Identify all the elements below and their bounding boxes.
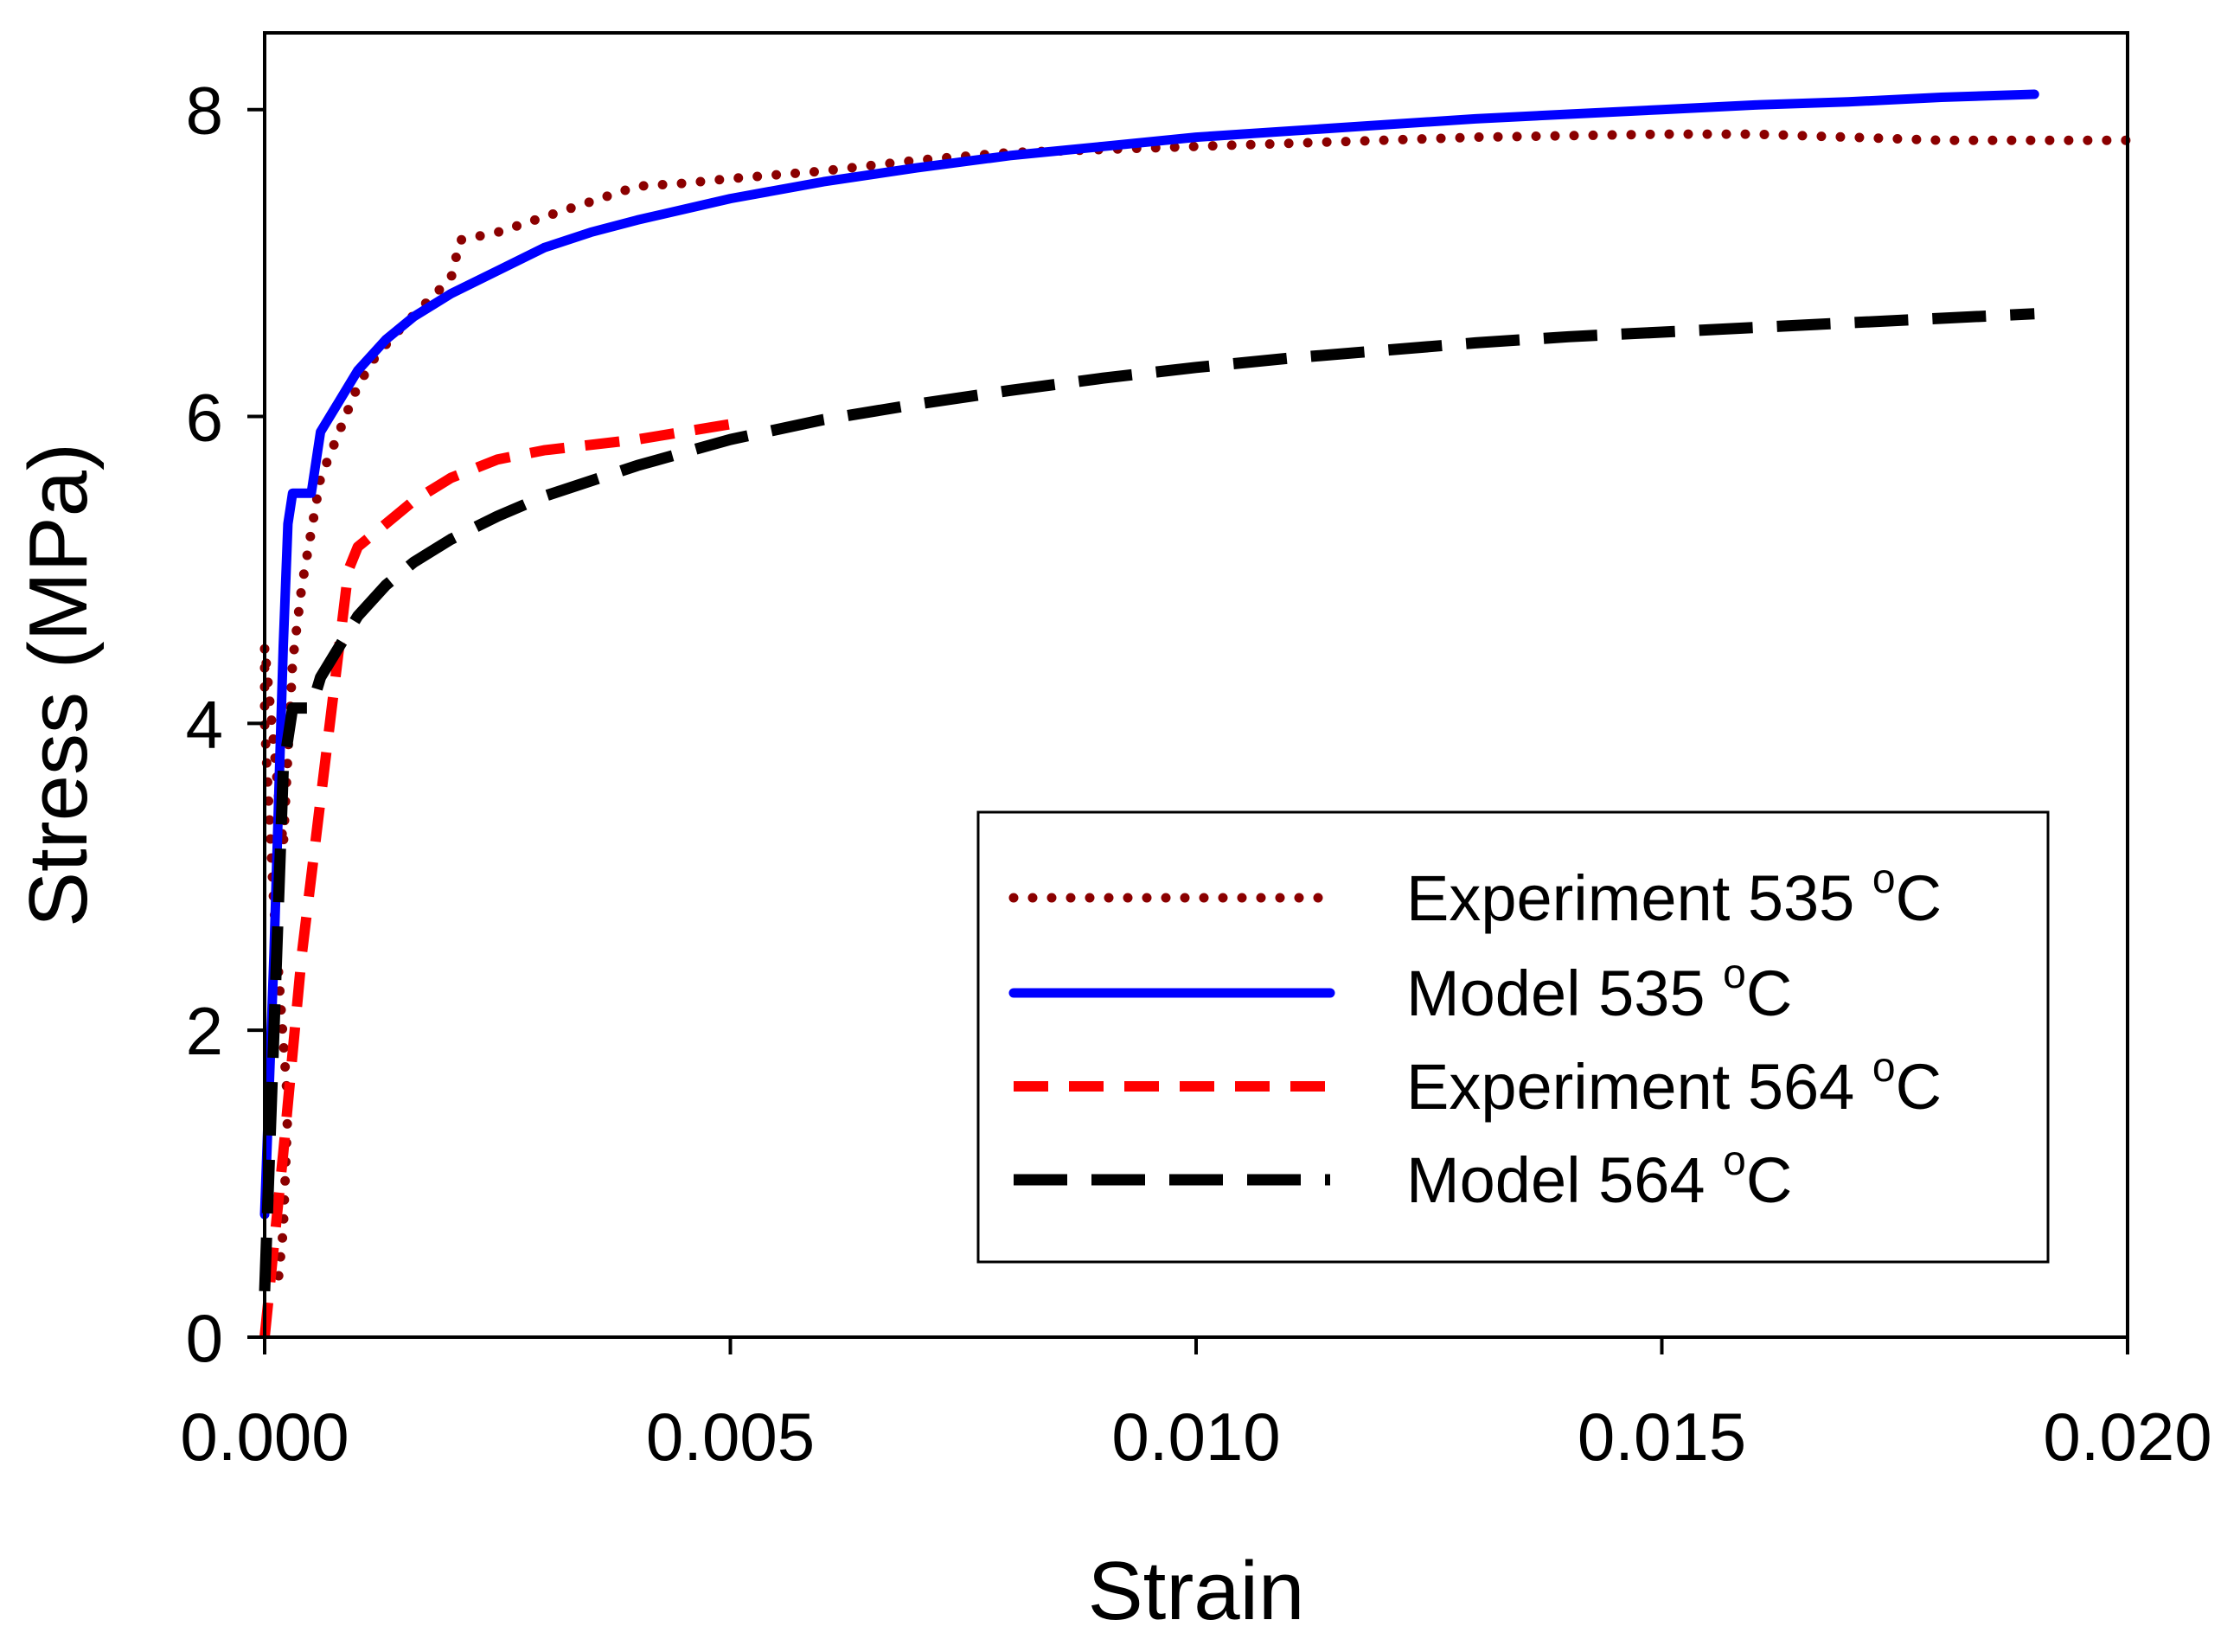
legend-label-text: Model 564	[1406, 1144, 1723, 1216]
legend-unit: C	[1746, 957, 1792, 1029]
legend-label-2: Experiment 564 oC	[1406, 1045, 1942, 1123]
y-tick-label: 8	[186, 73, 223, 149]
y-tick-label: 6	[186, 380, 223, 456]
y-tick-label: 2	[186, 993, 223, 1069]
legend-label-1: Model 535 oC	[1406, 951, 1792, 1029]
legend-degree-sup: o	[1723, 1138, 1746, 1184]
x-tick-label: 0.020	[2043, 1399, 2211, 1475]
x-tick-label: 0.010	[1111, 1399, 1280, 1475]
y-tick-label: 0	[186, 1300, 223, 1376]
legend-unit: C	[1896, 862, 1942, 934]
legend-label-text: Experiment 535	[1406, 862, 1872, 934]
legend-degree-sup: o	[1872, 856, 1896, 902]
series-layer	[259, 89, 2133, 1338]
legend-degree-sup: o	[1723, 951, 1746, 997]
legend-box	[976, 810, 2050, 1264]
series-line-experiment-535	[259, 129, 2133, 1281]
y-axis-title: Stress (MPa)	[12, 443, 105, 927]
x-tick-label: 0.015	[1578, 1399, 1746, 1475]
legend-degree-sup: o	[1872, 1045, 1896, 1091]
y-axis-ticks: 0 2 4 6 8	[186, 73, 265, 1376]
series-line-model-535	[259, 89, 2039, 1220]
x-axis-ticks: 0.000 0.005 0.010 0.015 0.020	[180, 1337, 2212, 1475]
legend-label-text: Experiment 564	[1406, 1051, 1872, 1123]
legend-label-3: Model 564 oC	[1406, 1138, 1792, 1216]
legend-label-0: Experiment 535 oC	[1406, 856, 1942, 934]
legend-label-text: Model 535	[1406, 957, 1723, 1029]
x-tick-label: 0.005	[646, 1399, 815, 1475]
legend-unit: C	[1746, 1144, 1792, 1216]
series-line-model-564	[259, 308, 2035, 1292]
y-tick-label: 4	[186, 686, 223, 762]
series-line-experiment-564	[259, 419, 732, 1338]
x-axis-title: Strain	[1088, 1545, 1305, 1637]
legend-unit: C	[1896, 1051, 1942, 1123]
x-tick-label: 0.000	[180, 1399, 349, 1475]
